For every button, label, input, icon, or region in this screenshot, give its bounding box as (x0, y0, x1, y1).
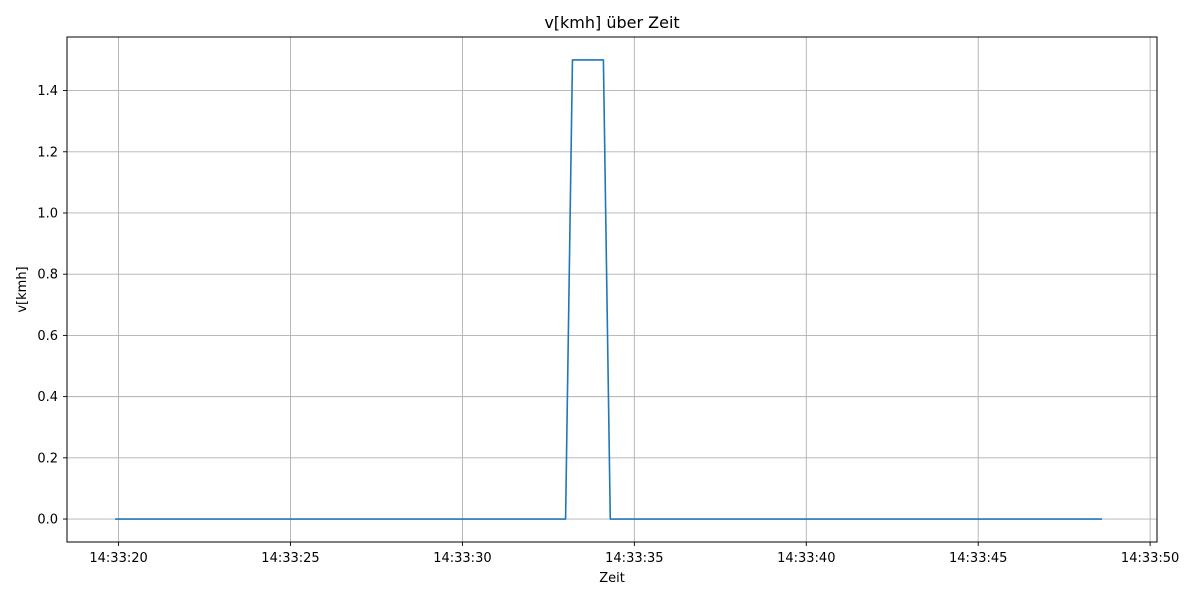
x-axis: 14:33:20 14:33:25 14:33:30 14:33:35 14:33:40… (89, 542, 1179, 566)
x-tick-label: 14:33:35 (605, 551, 663, 566)
x-tick-label: 14:33:45 (949, 551, 1007, 566)
y-tick-label: 0.2 (37, 451, 58, 466)
x-tick-label: 14:33:50 (1121, 551, 1179, 566)
y-tick-label: 1.0 (37, 206, 58, 221)
series-line (115, 59, 1102, 520)
x-tick-label: 14:33:40 (777, 551, 835, 566)
x-axis-label: Zeit (599, 571, 625, 586)
chart-title: v[kmh] über Zeit (544, 13, 679, 32)
y-axis: 0.0 0.2 0.4 0.6 0.8 1.0 1.2 1.4 (37, 84, 67, 528)
y-axis-label: v[kmh] (15, 266, 30, 312)
y-tick-label: 0.0 (37, 513, 58, 528)
y-tick-label: 0.8 (37, 268, 58, 283)
x-tick-label: 14:33:20 (89, 551, 147, 566)
plot-frame (66, 36, 1158, 543)
series-layer (115, 59, 1102, 520)
y-tick-label: 0.4 (37, 390, 58, 405)
y-tick-label: 1.4 (37, 84, 58, 99)
x-tick-label: 14:33:25 (261, 551, 319, 566)
y-tick-label: 1.2 (37, 145, 58, 160)
y-tick-label: 0.6 (37, 329, 58, 344)
x-tick-label: 14:33:30 (433, 551, 491, 566)
grid (67, 37, 1157, 542)
